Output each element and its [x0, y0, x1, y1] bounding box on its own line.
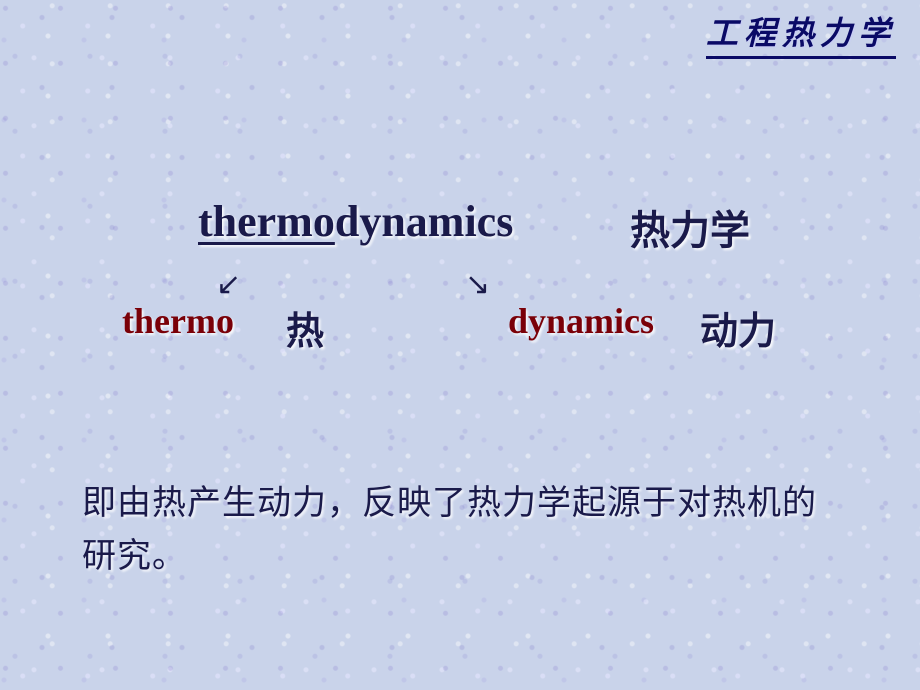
dynamics-label-en: dynamics — [508, 300, 654, 342]
explanation-text: 即由热产生动力，反映了热力学起源于对热机的研究。 — [82, 478, 850, 583]
dynamics-label-cn: 动力 — [700, 300, 776, 355]
title-english: thermodynamics — [198, 196, 513, 247]
title-english-suffix: dynamics — [335, 197, 513, 246]
title-chinese: 热力学 — [630, 198, 750, 256]
thermo-label-cn: 热 — [286, 300, 324, 355]
course-header: 工程热力学 — [706, 8, 896, 59]
arrow-left-icon: ↙ — [216, 267, 241, 302]
arrow-right-icon: ↘ — [465, 267, 490, 302]
title-english-prefix: thermo — [198, 197, 335, 246]
thermo-label-en: thermo — [122, 300, 234, 342]
